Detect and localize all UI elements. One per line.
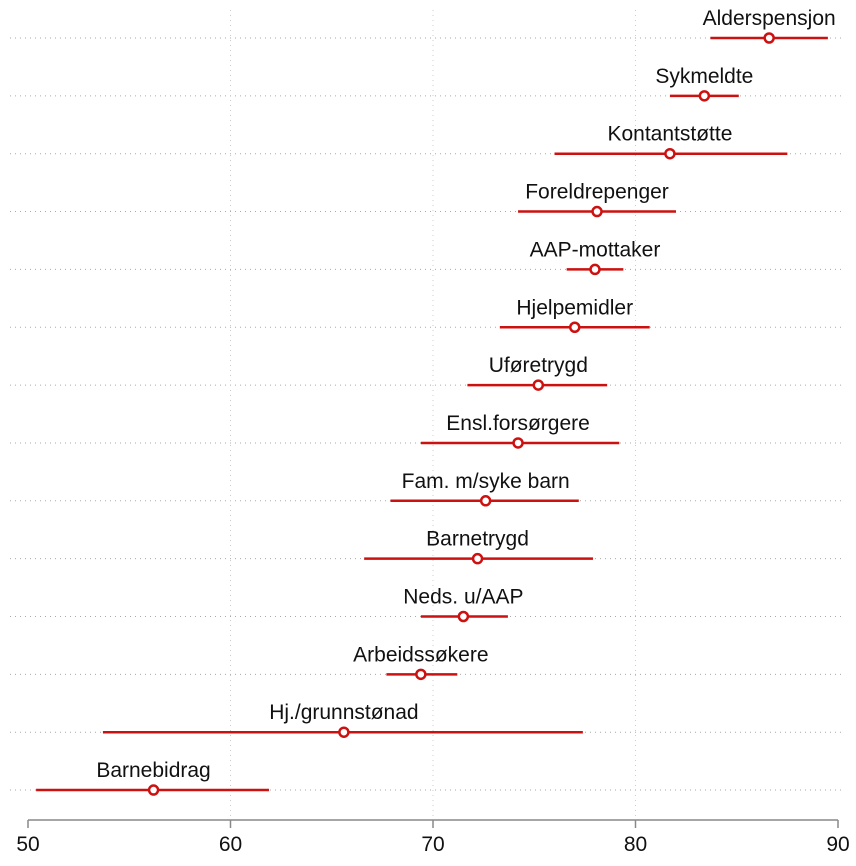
category-label: Foreldrepenger xyxy=(525,181,669,204)
x-tick-label: 50 xyxy=(16,833,39,856)
category-label: Uføretrygd xyxy=(489,354,588,377)
x-tick-label: 90 xyxy=(826,833,849,856)
point xyxy=(698,90,711,102)
point xyxy=(664,147,676,160)
category-label: Barnetrygd xyxy=(426,528,529,551)
x-tick-label: 70 xyxy=(421,833,444,856)
category-label: Hjelpemidler xyxy=(516,296,633,319)
category-label: Ensl.forsørgere xyxy=(446,412,590,435)
point xyxy=(338,726,350,738)
point xyxy=(569,321,581,333)
point xyxy=(147,784,160,796)
point xyxy=(591,205,603,218)
point xyxy=(415,668,427,681)
point xyxy=(512,437,524,449)
category-label: Fam. m/syke barn xyxy=(402,470,570,493)
point xyxy=(589,263,601,276)
point xyxy=(763,32,775,44)
point xyxy=(471,552,484,565)
point xyxy=(479,495,492,507)
point xyxy=(457,610,470,623)
category-label: AAP-mottaker xyxy=(530,238,661,261)
category-label: Arbeidssøkere xyxy=(353,643,488,666)
category-label: Alderspensjon xyxy=(703,7,836,30)
category-label: Sykmeldte xyxy=(655,65,753,88)
category-label: Barnebidrag xyxy=(96,759,210,782)
x-tick-label: 80 xyxy=(624,833,647,856)
category-label: Hj./grunnstønad xyxy=(269,701,418,724)
point xyxy=(532,379,545,391)
category-label: Kontantstøtte xyxy=(607,123,732,146)
x-tick-label: 60 xyxy=(219,833,242,856)
category-label: Neds. u/AAP xyxy=(403,586,523,609)
